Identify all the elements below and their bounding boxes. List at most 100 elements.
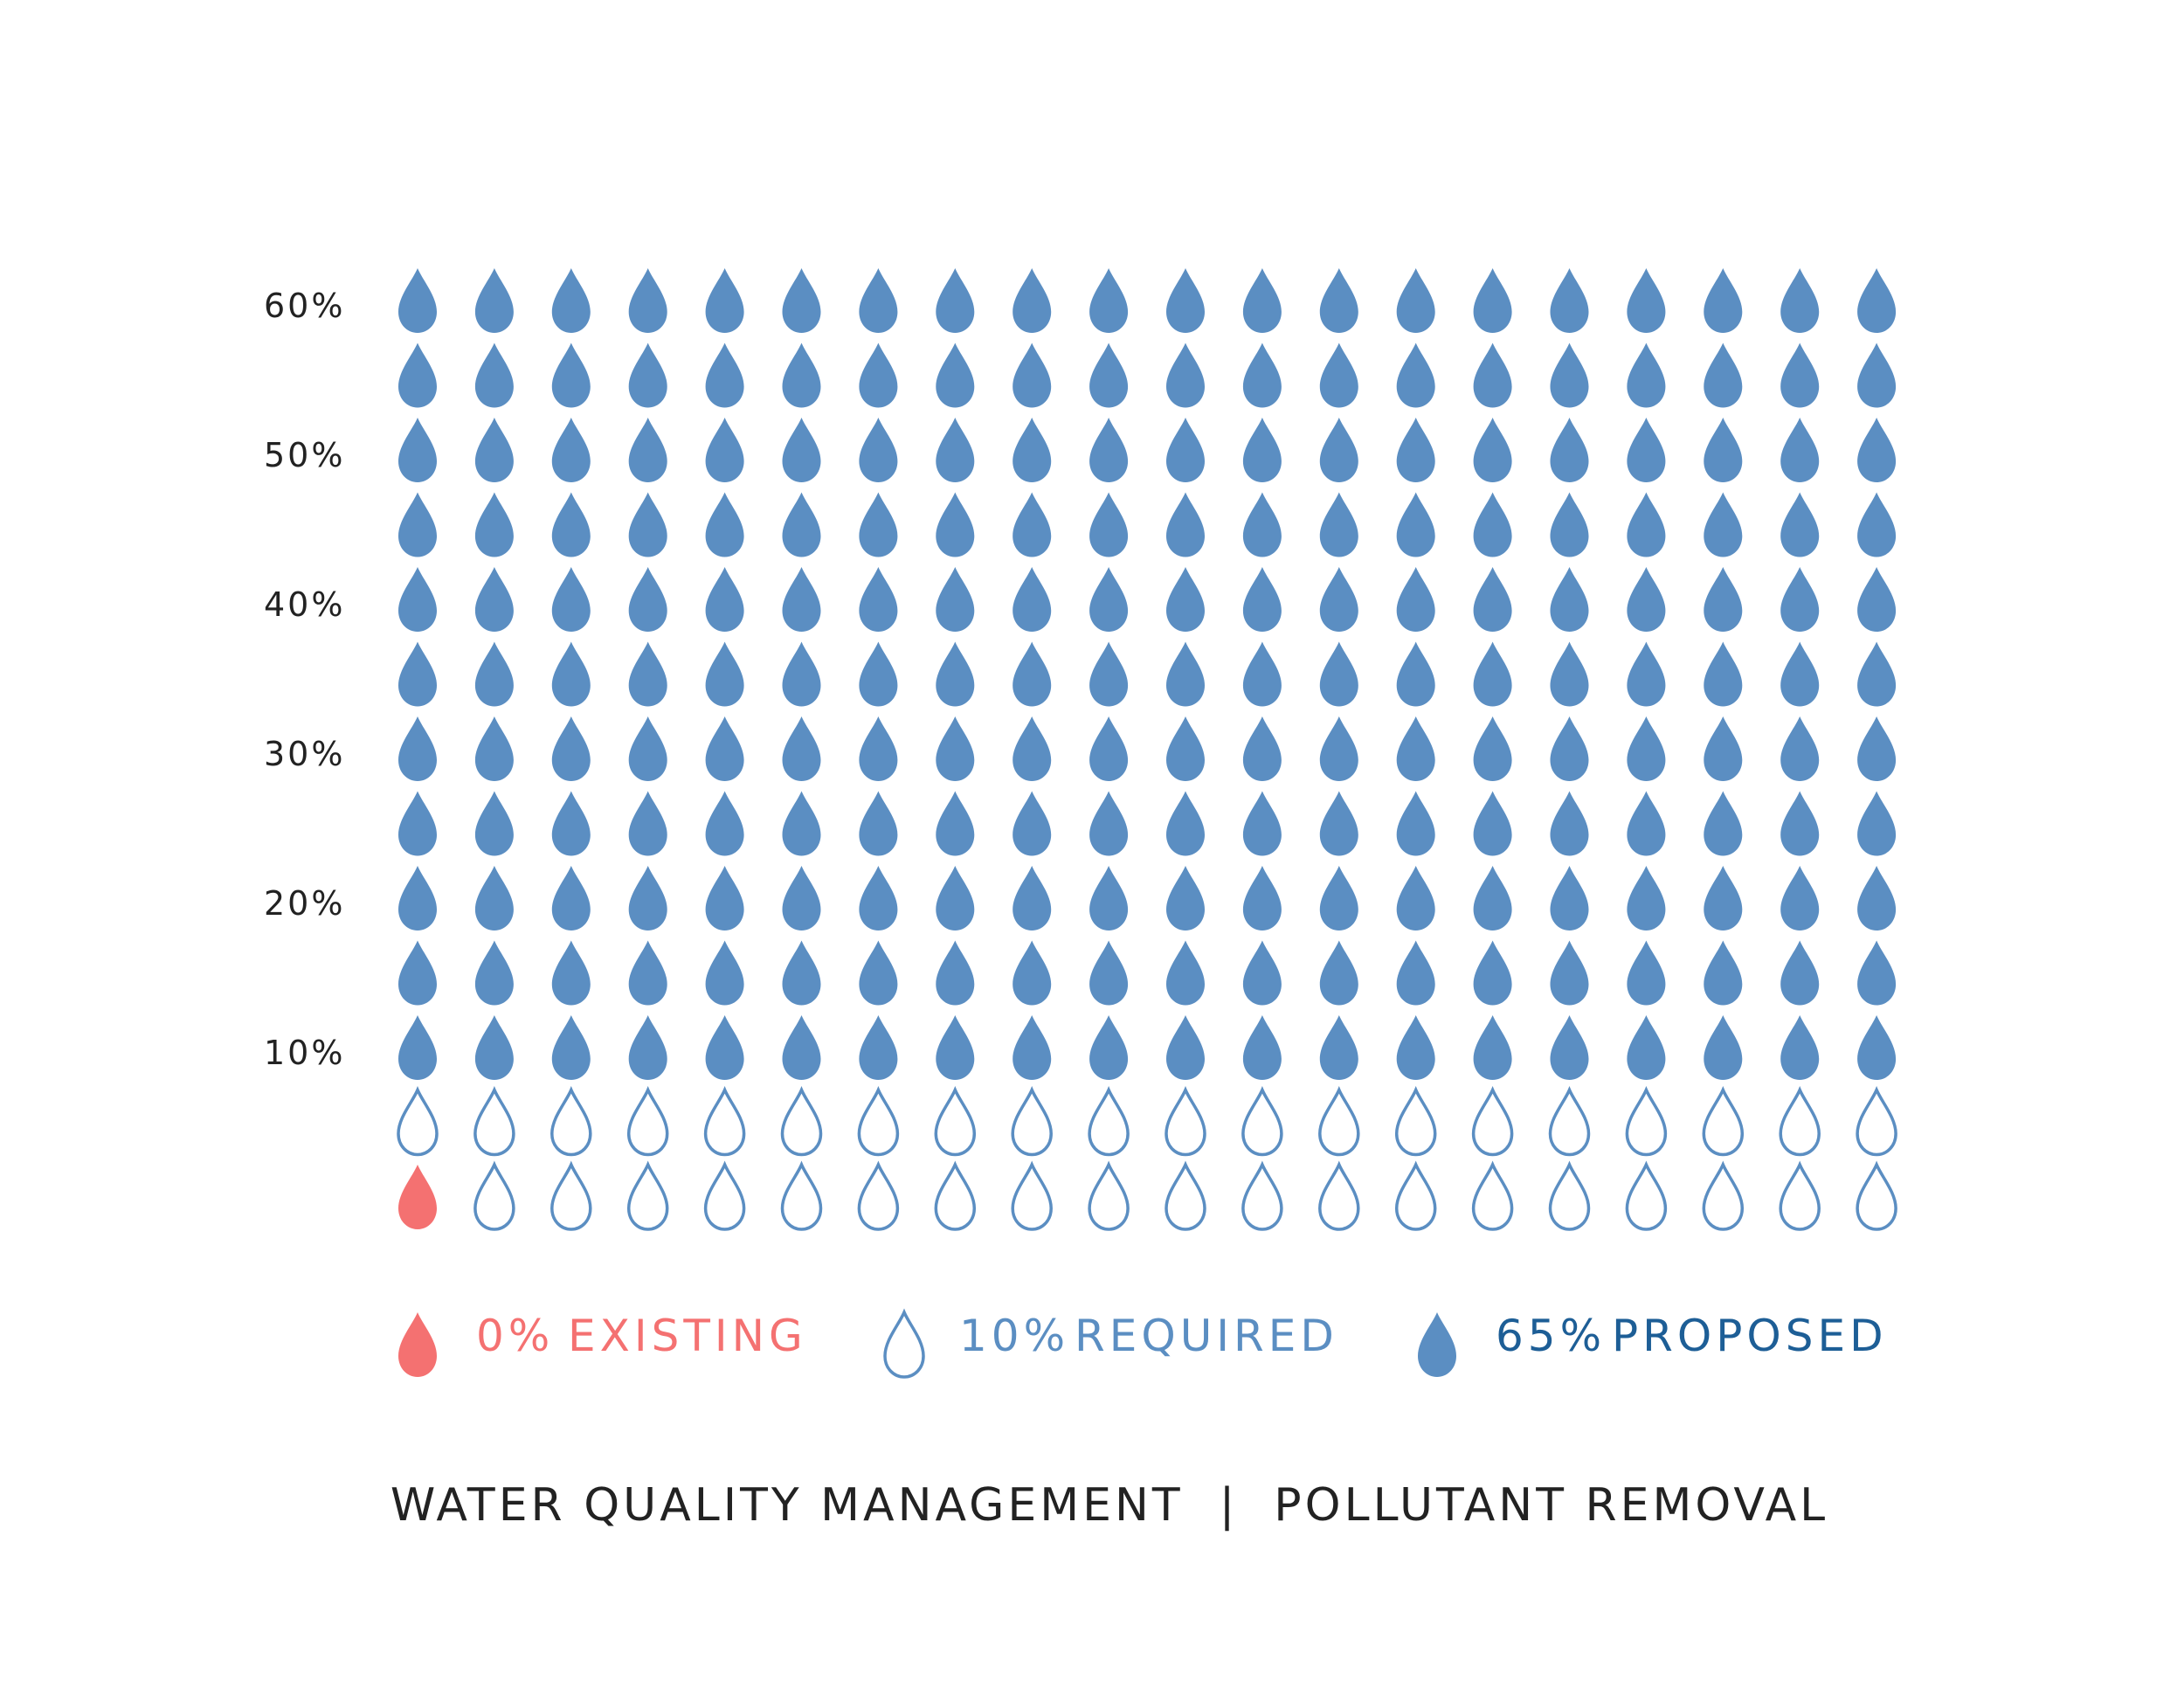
drop-proposed-r4-c17 [1627, 940, 1666, 1006]
drop-proposed-r8-c3 [551, 641, 591, 707]
drop-proposed-r7-c16 [1550, 716, 1589, 781]
drop-proposed-r7-c6 [782, 716, 821, 781]
drop-proposed-r10-c2 [474, 492, 514, 557]
drop-required-r1-c9 [1011, 1163, 1053, 1231]
drop-proposed-r4-c20 [1857, 940, 1897, 1006]
drop-proposed-r13-c3 [551, 268, 591, 333]
drop-proposed-r12-c8 [936, 342, 975, 408]
drop-required-r1-c4 [626, 1163, 669, 1231]
drop-required-r2-c12 [1241, 1088, 1283, 1157]
drop-grid [397, 268, 1897, 1231]
drop-proposed-r12-c11 [1166, 342, 1205, 408]
drop-proposed-r13-c5 [705, 268, 744, 333]
drop-proposed-r4-c6 [782, 940, 821, 1006]
drop-proposed-r5-c3 [551, 866, 591, 930]
drop-required-r2-c8 [934, 1088, 977, 1157]
drop-proposed-r13-c12 [1242, 268, 1282, 333]
drop-proposed-r12-c17 [1627, 342, 1666, 408]
legend-item-existing: 0% EXISTING [398, 1311, 803, 1377]
drop-proposed-r7-c13 [1319, 716, 1358, 781]
drop-proposed-r9-c13 [1319, 567, 1358, 632]
drop-proposed-r8-c4 [628, 641, 667, 707]
drop-proposed-r11-c5 [705, 418, 744, 482]
drop-proposed-r9-c6 [782, 567, 821, 632]
drop-proposed-r12-c15 [1473, 342, 1512, 408]
drop-proposed-r7-c3 [551, 716, 591, 781]
drop-proposed-r9-c8 [936, 567, 975, 632]
drop-proposed-r13-c9 [1013, 268, 1052, 333]
drop-proposed-r6-c10 [1089, 791, 1129, 856]
drop-required-r2-c4 [626, 1088, 669, 1157]
drop-proposed-r4-c13 [1319, 940, 1358, 1006]
drop-proposed-r6-c13 [1319, 791, 1358, 856]
drop-proposed-r6-c18 [1704, 791, 1743, 856]
drop-proposed-r5-c11 [1166, 866, 1205, 930]
drop-proposed-r4-c16 [1550, 940, 1589, 1006]
drop-proposed-r11-c13 [1319, 418, 1358, 482]
drop-proposed-r10-c7 [859, 492, 898, 557]
drop-proposed-r7-c10 [1089, 716, 1129, 781]
drop-proposed-r3-c2 [474, 1015, 514, 1080]
legend-label-required: REQUIRED [1075, 1311, 1338, 1361]
drop-proposed-r3-c1 [398, 1015, 437, 1080]
drop-proposed-r8-c10 [1089, 641, 1129, 707]
drop-required-r2-c10 [1088, 1088, 1130, 1157]
drop-proposed-r9-c16 [1550, 567, 1589, 632]
drop-proposed-r10-c16 [1550, 492, 1589, 557]
drop-proposed-r10-c15 [1473, 492, 1512, 557]
drop-proposed-r12-c10 [1089, 342, 1129, 408]
drop-proposed-r11-c17 [1627, 418, 1666, 482]
drop-proposed-r11-c10 [1089, 418, 1129, 482]
drop-proposed-r8-c5 [705, 641, 744, 707]
drop-proposed-r9-c14 [1396, 567, 1435, 632]
drop-proposed-r11-c20 [1857, 418, 1897, 482]
drop-proposed-r13-c20 [1857, 268, 1897, 333]
drop-required-r2-c17 [1625, 1088, 1668, 1157]
drop-proposed-r12-c13 [1319, 342, 1358, 408]
drop-proposed-r3-c16 [1550, 1015, 1589, 1080]
drop-proposed-r8-c19 [1780, 641, 1820, 707]
drop-proposed-r6-c12 [1242, 791, 1282, 856]
drop-required-r1-c15 [1471, 1163, 1514, 1231]
y-tick-label: 40% [264, 585, 345, 624]
drop-required-r2-c16 [1548, 1088, 1591, 1157]
drop-required-r1-c12 [1241, 1163, 1283, 1231]
drop-proposed-r8-c16 [1550, 641, 1589, 707]
drop-proposed-r6-c11 [1166, 791, 1205, 856]
chart-title: WATER QUALITY MANAGEMENT | POLLUTANT REM… [390, 1479, 1828, 1532]
drop-required-r1-c11 [1165, 1163, 1206, 1231]
drop-proposed-r8-c14 [1396, 641, 1435, 707]
legend: 0% EXISTING 10% REQUIRED 65% PROPOSED [398, 1311, 1883, 1379]
drop-proposed-r13-c4 [628, 268, 667, 333]
drop-proposed-r9-c10 [1089, 567, 1129, 632]
drop-proposed-r12-c14 [1396, 342, 1435, 408]
drop-required-r2-c18 [1702, 1088, 1745, 1157]
drop-proposed-r7-c17 [1627, 716, 1666, 781]
drop-proposed-r3-c17 [1627, 1015, 1666, 1080]
drop-required-r2-c5 [703, 1088, 746, 1157]
drop-proposed-r5-c6 [782, 866, 821, 930]
drop-proposed-r4-c1 [398, 940, 437, 1006]
drop-proposed-r12-c5 [705, 342, 744, 408]
drop-proposed-r13-c10 [1089, 268, 1129, 333]
drop-proposed-r10-c12 [1242, 492, 1282, 557]
drop-proposed-r12-c12 [1242, 342, 1282, 408]
drop-proposed-r5-c4 [628, 866, 667, 930]
drop-proposed-r12-c1 [398, 342, 437, 408]
drop-proposed-r11-c7 [859, 418, 898, 482]
drop-proposed-r13-c1 [398, 268, 437, 333]
drop-proposed-r4-c5 [705, 940, 744, 1006]
drop-proposed-r5-c13 [1319, 866, 1358, 930]
drop-proposed-r8-c12 [1242, 641, 1282, 707]
drop-proposed-r3-c11 [1166, 1015, 1205, 1080]
drop-proposed-r12-c20 [1857, 342, 1897, 408]
drop-proposed-r9-c17 [1627, 567, 1666, 632]
drop-proposed-r5-c17 [1627, 866, 1666, 930]
drop-proposed-r11-c6 [782, 418, 821, 482]
drop-proposed-r3-c8 [936, 1015, 975, 1080]
drop-proposed-r5-c18 [1704, 866, 1743, 930]
drop-proposed-r6-c1 [398, 791, 437, 856]
drop-proposed-r6-c4 [628, 791, 667, 856]
drop-proposed-r3-c19 [1780, 1015, 1820, 1080]
drop-proposed-r6-c19 [1780, 791, 1820, 856]
